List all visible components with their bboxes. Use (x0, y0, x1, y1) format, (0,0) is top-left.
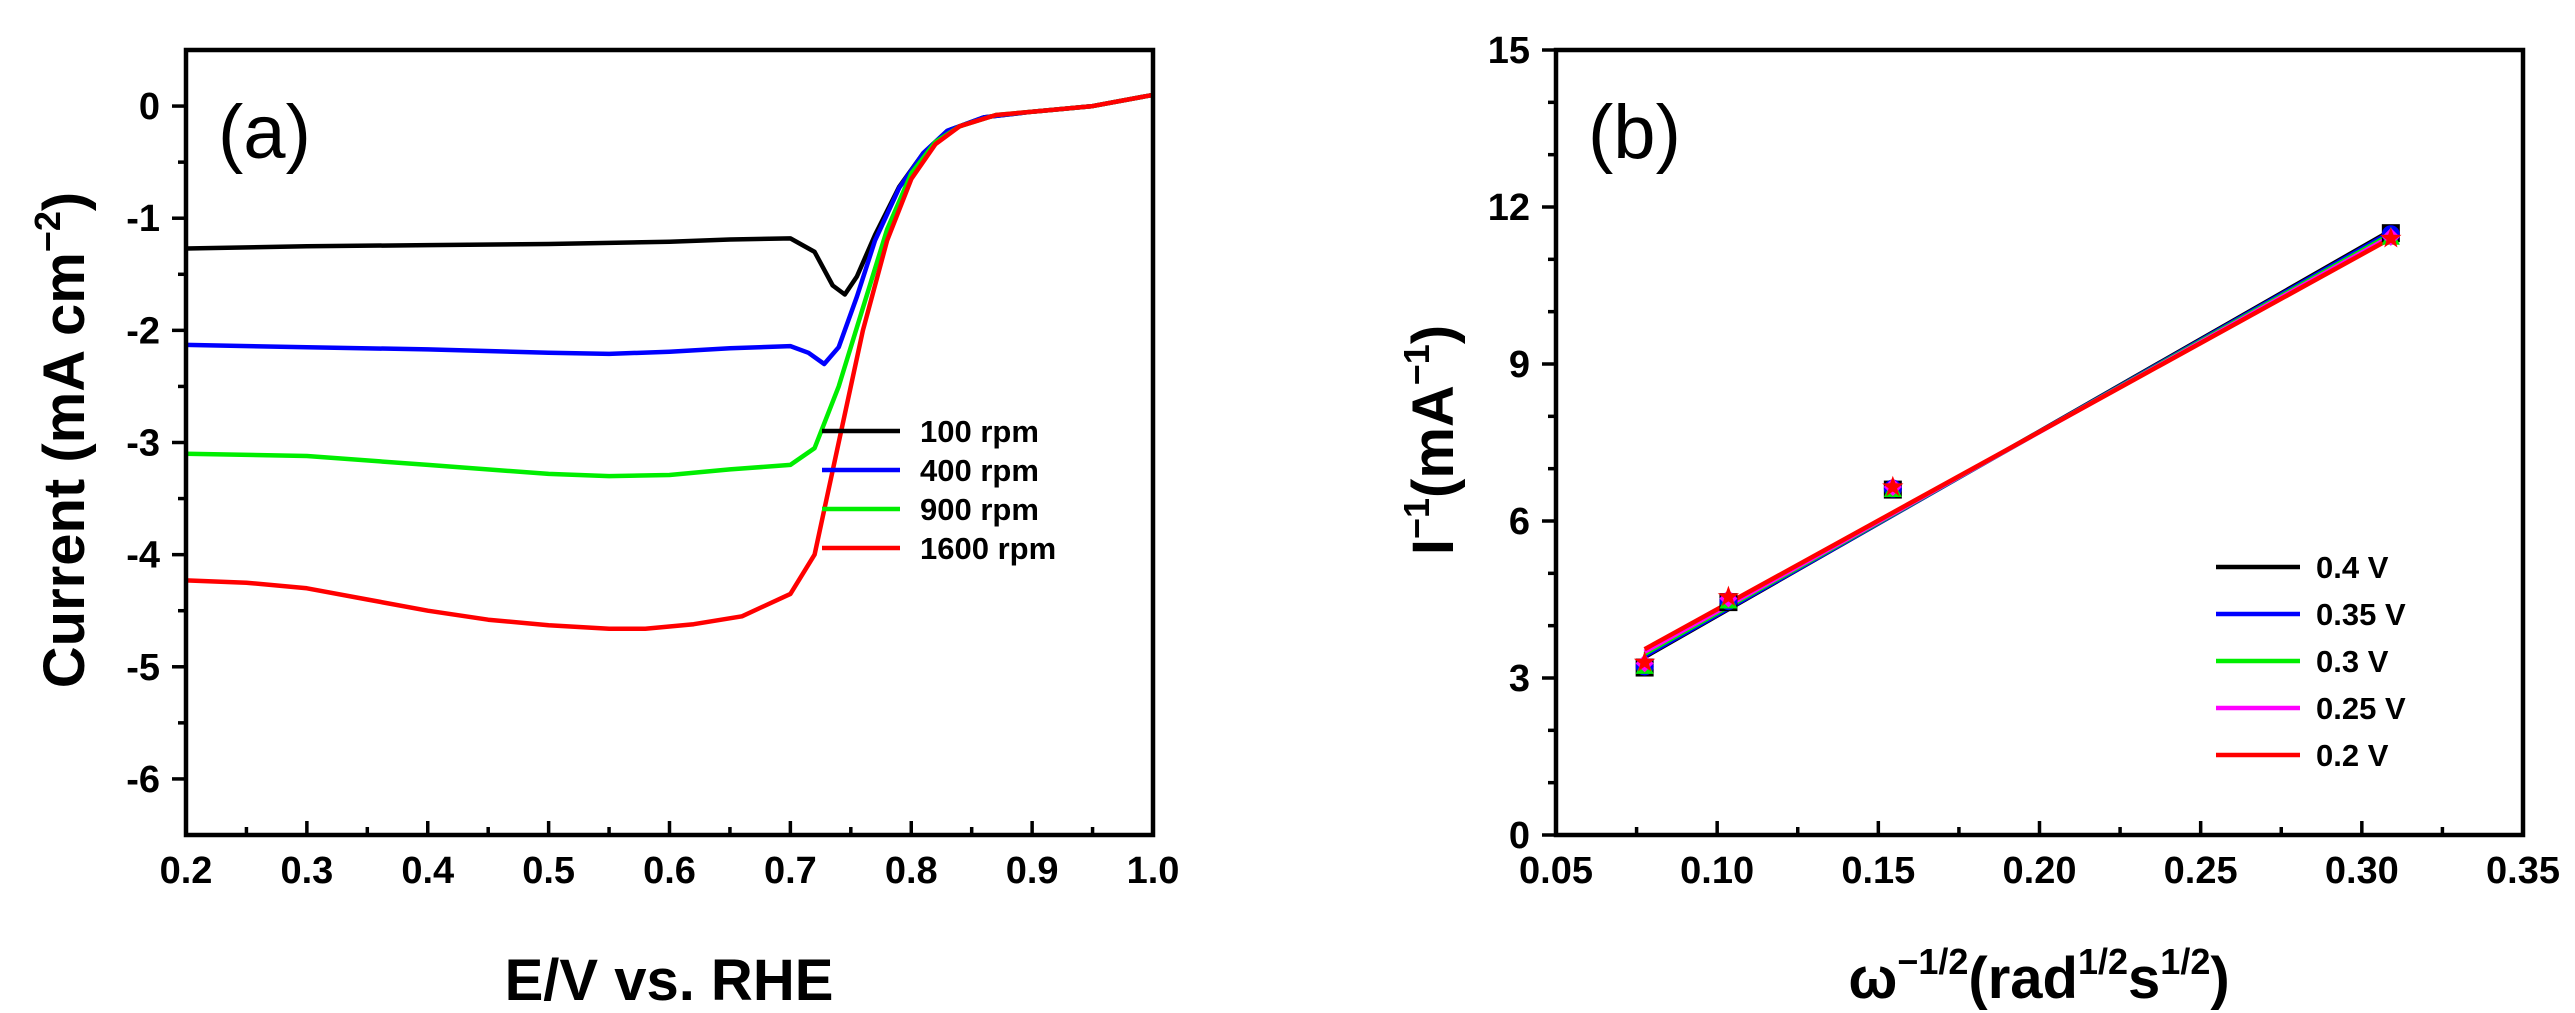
panel-b-x-tick-label: 0.35 (2486, 850, 2560, 892)
panel-a-legend: 100 rpm 400 rpm 900 rpm 1600 rpm (822, 414, 1056, 566)
panel-b-y-tick-label: 15 (1488, 30, 1530, 72)
panel-b-x-title-sup3: 1/2 (2160, 941, 2210, 982)
legend-label: 0.25 V (2316, 691, 2406, 726)
data-point-0.2-V (1717, 585, 1740, 606)
panel-a-y-title-main: Current (mA cm (32, 252, 97, 688)
panel-b-y-title: I−1(mA−1) (1396, 325, 1466, 555)
panel-b-y-tick-label: 9 (1509, 344, 1530, 386)
panel-b-x-title-mid: (rad (1968, 946, 2078, 1011)
panel-a-x-tick-label: 0.4 (401, 850, 454, 892)
panel-b-x-title-omega: ω (1848, 946, 1897, 1011)
panel-a-x-tick-label: 0.6 (643, 850, 696, 892)
panel-a-y-title-sup: −2 (27, 211, 68, 252)
panel-b-y-title-sup1: −1 (1396, 498, 1437, 539)
legend-label: 900 rpm (920, 492, 1039, 527)
panel-b-x-title: ω−1/2(rad1/2s1/2) (1848, 941, 2229, 1011)
data-point-0.2-V (2380, 227, 2402, 248)
panel-a-x-tick-label: 0.8 (885, 850, 938, 892)
panel-b-series (1633, 224, 2402, 677)
panel-a-x-title: E/V vs. RHE (505, 948, 834, 1013)
panel-a-x-tick-label: 0.3 (280, 850, 333, 892)
panel-a-y-tick-label: -6 (126, 759, 160, 801)
series-line-400-rpm (185, 92, 1154, 367)
panel-a: 0.2 0.3 0.4 0.5 0.6 0.7 0.8 0.9 1.0 0 -1 -2 -3 -4 -5 -6… (27, 47, 1179, 1013)
legend-label: 1600 rpm (920, 531, 1056, 566)
legend-label: 400 rpm (920, 453, 1039, 488)
panel-b-x-title-s: s (2128, 946, 2160, 1011)
panel-a-y-tick-label: -2 (126, 310, 160, 352)
panel-b-x-tick-label: 0.05 (1519, 850, 1593, 892)
panel-a-series (185, 92, 1154, 631)
fit-line-0.2-V (1643, 236, 2392, 652)
series-line-100-rpm (185, 92, 1154, 297)
panel-b-x-tick-label: 0.20 (2003, 850, 2077, 892)
legend-label: 0.35 V (2316, 597, 2406, 632)
panel-a-x-tick-label: 1.0 (1127, 850, 1180, 892)
panel-a-y-tick-label: -1 (126, 198, 160, 240)
data-point-0.2-V (1633, 651, 1656, 672)
panel-b-x-tick-label: 0.25 (2164, 850, 2238, 892)
panel-a-y-tick-label: 0 (139, 86, 160, 128)
panel-a-x-tick-label: 0.5 (522, 850, 575, 892)
panel-a-y-tick-label: -5 (126, 647, 160, 689)
panel-b-legend: 0.4 V 0.35 V 0.3 V 0.25 V 0.2 V (2216, 550, 2406, 773)
panel-b-y-title-mid: (mA (1401, 385, 1466, 498)
panel-b-y-tick-label: 6 (1509, 501, 1530, 543)
legend-label: 0.2 V (2316, 738, 2389, 773)
panel-b-y-title-sup2: −1 (1396, 344, 1437, 385)
panel-b-x-tick-label: 0.15 (1841, 850, 1915, 892)
panel-b: 0.05 0.10 0.15 0.20 0.25 0.30 0.35 0 3 6 9 12 15 (b)… (1396, 30, 2560, 1011)
panel-b-y-title-close: ) (1401, 325, 1466, 344)
data-point-0.2-V (1882, 475, 1904, 497)
panel-a-y-title: Current (mA cm−2) (27, 192, 97, 689)
series-line-1600-rpm (185, 92, 1154, 631)
panel-a-label: (a) (218, 90, 311, 175)
panel-a-y-tick-label: -3 (126, 423, 160, 465)
panel-b-x-title-sup2: 1/2 (2078, 941, 2128, 982)
panel-a-x-tick-label: 0.7 (764, 850, 817, 892)
panel-a-ticks: 0.2 0.3 0.4 0.5 0.6 0.7 0.8 0.9 1.0 0 -1 -2 -3 -4 -5 -6 (126, 86, 1179, 892)
panel-a-x-tick-label: 0.9 (1006, 850, 1059, 892)
panel-b-x-title-sup1: −1/2 (1897, 941, 1968, 982)
panel-b-y-tick-label: 3 (1509, 658, 1530, 700)
panel-a-x-tick-label: 0.2 (160, 850, 213, 892)
legend-label: 0.3 V (2316, 644, 2389, 679)
panel-b-ticks: 0.05 0.10 0.15 0.20 0.25 0.30 0.35 0 3 6 9 12 15 (1488, 30, 2560, 892)
panel-a-y-title-close: ) (32, 192, 97, 211)
legend-label: 0.4 V (2316, 550, 2389, 585)
panel-b-x-tick-label: 0.10 (1680, 850, 1754, 892)
panel-b-x-title-close: ) (2210, 946, 2229, 1011)
panel-b-y-tick-label: 0 (1509, 815, 1530, 857)
panel-b-y-title-main: I (1401, 539, 1466, 555)
panel-b-label: (b) (1588, 90, 1681, 175)
panel-a-y-tick-label: -4 (126, 535, 160, 577)
legend-label: 100 rpm (920, 414, 1039, 449)
panel-b-y-tick-label: 12 (1488, 187, 1530, 229)
panel-b-x-tick-label: 0.30 (2325, 850, 2399, 892)
